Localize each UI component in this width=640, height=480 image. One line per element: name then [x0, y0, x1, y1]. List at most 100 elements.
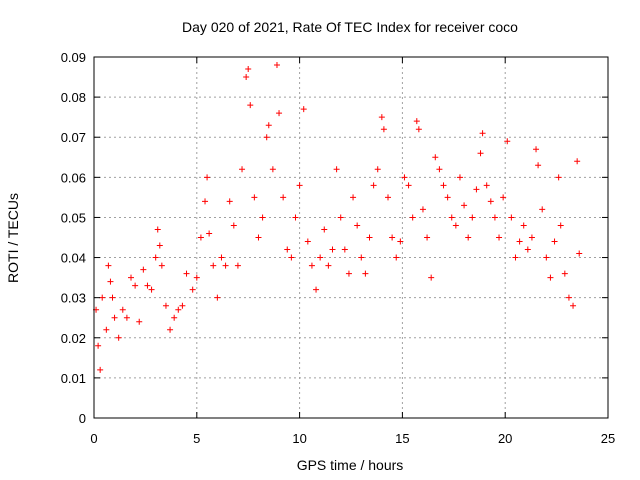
data-point — [136, 318, 143, 325]
data-point — [251, 194, 258, 201]
data-point — [413, 118, 420, 125]
data-point — [243, 74, 250, 81]
data-point — [226, 198, 233, 205]
data-point — [284, 246, 291, 253]
data-point — [154, 226, 161, 233]
data-point — [280, 194, 287, 201]
data-point — [483, 182, 490, 189]
data-point — [128, 274, 135, 281]
data-point — [504, 138, 511, 145]
data-point — [325, 262, 332, 269]
y-tick-label: 0 — [79, 411, 86, 426]
data-point — [456, 174, 463, 181]
data-point — [175, 306, 182, 313]
data-point — [156, 242, 163, 249]
data-point — [132, 282, 139, 289]
data-point — [300, 106, 307, 113]
data-point — [189, 286, 196, 293]
data-point — [123, 314, 130, 321]
data-point — [428, 274, 435, 281]
data-point — [508, 214, 515, 221]
data-point — [354, 222, 361, 229]
data-point — [329, 246, 336, 253]
data-point — [574, 158, 581, 165]
data-point — [385, 194, 392, 201]
data-point — [99, 294, 106, 301]
y-tick-label: 0.02 — [61, 331, 86, 346]
data-point — [210, 262, 217, 269]
y-tick-label: 0.03 — [61, 291, 86, 306]
data-point — [234, 262, 241, 269]
data-point — [183, 270, 190, 277]
data-point — [109, 294, 116, 301]
data-point — [448, 214, 455, 221]
x-tick-label: 0 — [90, 431, 97, 446]
data-point — [535, 162, 542, 169]
data-point — [524, 246, 531, 253]
data-point — [477, 150, 484, 157]
data-point — [167, 326, 174, 333]
data-point — [401, 174, 408, 181]
chart-title: Day 020 of 2021, Rate Of TEC Index for r… — [182, 19, 518, 35]
data-point — [461, 202, 468, 209]
data-point — [119, 306, 126, 313]
data-point — [496, 234, 503, 241]
data-point — [269, 166, 276, 173]
data-point — [479, 130, 486, 137]
data-point — [424, 234, 431, 241]
data-point — [162, 302, 169, 309]
data-point — [487, 198, 494, 205]
data-point — [97, 366, 104, 373]
data-point — [206, 230, 213, 237]
y-tick-label: 0.01 — [61, 371, 86, 386]
data-point — [358, 254, 365, 261]
data-point — [202, 198, 209, 205]
data-point — [193, 274, 200, 281]
data-point — [296, 182, 303, 189]
x-tick-label: 10 — [292, 431, 306, 446]
data-point — [105, 262, 112, 269]
data-point — [415, 126, 422, 133]
data-point — [469, 214, 476, 221]
data-point — [350, 194, 357, 201]
data-point — [533, 146, 540, 153]
data-point — [245, 66, 252, 73]
data-point — [520, 222, 527, 229]
data-point — [107, 278, 114, 285]
data-point — [543, 254, 550, 261]
data-point — [115, 334, 122, 341]
data-point — [214, 294, 221, 301]
data-point — [140, 266, 147, 273]
data-point — [436, 166, 443, 173]
data-point — [218, 254, 225, 261]
data-point — [313, 286, 320, 293]
data-point — [321, 226, 328, 233]
tick-labels: 0 0.01 0.02 0.03 0.04 0.05 0.06 0.07 0.08 0.09 0 5 1… — [61, 50, 616, 446]
data-point — [204, 174, 211, 181]
y-axis-label: ROTI / TECUs — [5, 193, 21, 283]
data-point — [341, 246, 348, 253]
data-point — [561, 270, 568, 277]
data-point — [409, 214, 416, 221]
x-tick-label: 15 — [395, 431, 409, 446]
data-point — [539, 206, 546, 213]
y-tick-label: 0.04 — [61, 251, 86, 266]
data-points — [93, 62, 583, 373]
data-point — [557, 222, 564, 229]
data-point — [378, 114, 385, 121]
data-point — [516, 238, 523, 245]
tick-marks — [93, 56, 609, 419]
data-point — [288, 254, 295, 261]
x-tick-label: 5 — [193, 431, 200, 446]
data-point — [230, 222, 237, 229]
plot-frame — [93, 56, 609, 419]
data-point — [265, 122, 272, 129]
data-point — [276, 110, 283, 117]
data-point — [304, 238, 311, 245]
data-point — [374, 166, 381, 173]
x-tick-label: 20 — [498, 431, 512, 446]
data-point — [111, 314, 118, 321]
x-axis-label: GPS time / hours — [297, 457, 404, 473]
data-point — [103, 326, 110, 333]
data-point — [362, 270, 369, 277]
